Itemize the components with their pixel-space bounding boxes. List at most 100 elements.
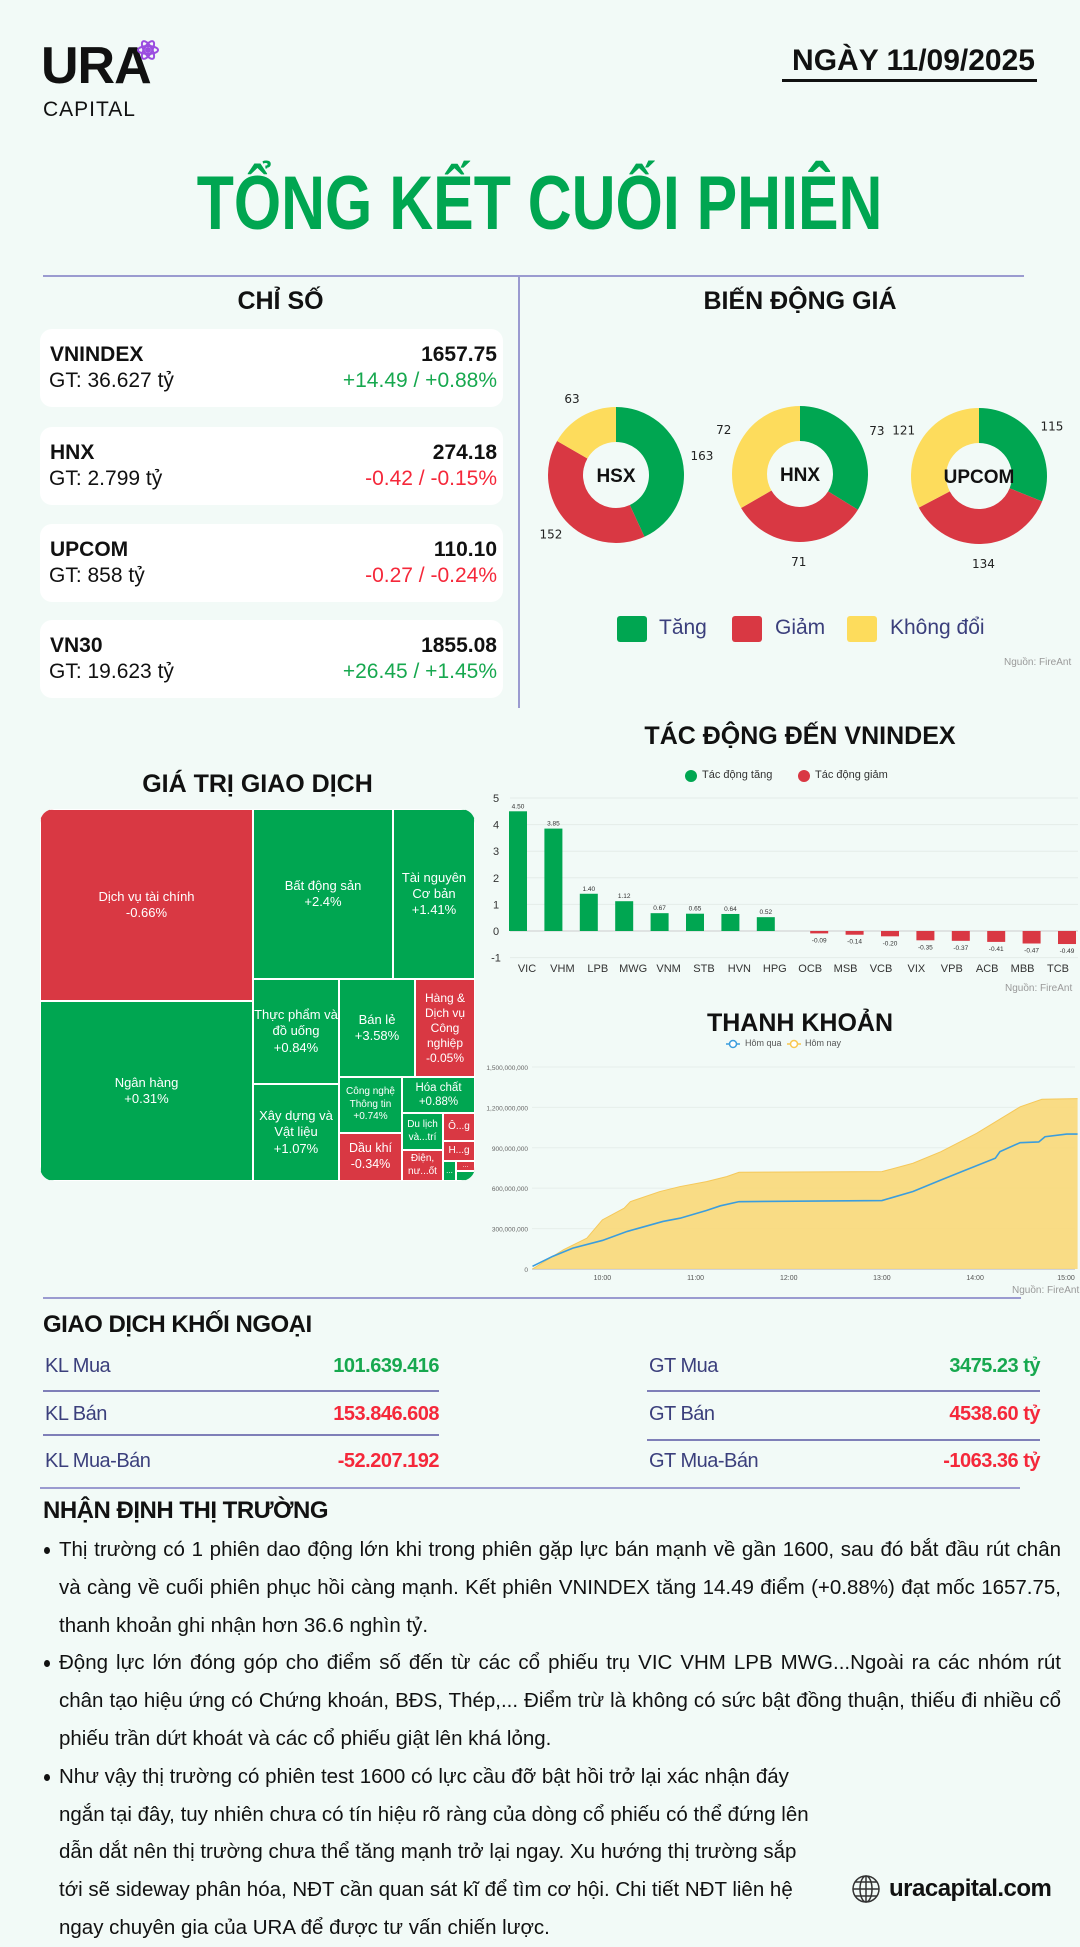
bar-value-label: 0.64 xyxy=(724,906,737,913)
legend-impact-down-label: Tác động giảm xyxy=(815,769,888,781)
bar-vic xyxy=(509,811,527,931)
liquidity-source: Nguồn: FireAnt xyxy=(1012,1285,1080,1296)
treemap-cell[interactable]: H...g xyxy=(443,1141,475,1161)
sector-change: +0.74% xyxy=(353,1111,388,1123)
x-tick-label: VHM xyxy=(550,963,574,975)
y-tick-label: -1 xyxy=(491,953,501,965)
bar-ocb xyxy=(810,931,829,934)
x-tick-label: 13:00 xyxy=(873,1275,891,1282)
bar-msb xyxy=(845,931,864,935)
bar-value-label: -0.41 xyxy=(989,946,1004,953)
treemap-cell[interactable]: Dịch vụ tài chính -0.66% xyxy=(40,809,253,1001)
donut-center-label: HSX xyxy=(596,466,635,487)
treemap-cell[interactable]: Thực phẩm và đồ uống +0.84% xyxy=(253,979,339,1084)
bar-tcb xyxy=(1058,931,1076,945)
breadth-donut-charts: 163 152 63 HSX 73 71 72 HNX 115 134 121 UPCOM xyxy=(540,392,1064,571)
legend-down-label: Giảm xyxy=(775,616,826,639)
divider xyxy=(40,1487,1020,1489)
treemap-cell[interactable] xyxy=(456,1171,475,1181)
treemap-cell[interactable]: Tài nguyên Cơ bản +1.41% xyxy=(393,809,475,979)
sector-name: Điện, nư...ốt xyxy=(408,1153,437,1177)
x-tick-label: HVN xyxy=(728,963,751,975)
treemap-cell[interactable]: Hàng & Dịch vụ Công nghiệp -0.05% xyxy=(415,979,475,1077)
index-close: 274.18 xyxy=(432,441,497,464)
y-tick-label: 900,000,000 xyxy=(492,1146,529,1153)
treemap-cell[interactable]: Dầu khí -0.34% xyxy=(339,1133,402,1181)
foreign-value: 153.846.608 xyxy=(333,1403,439,1425)
donut-slice-down xyxy=(548,441,645,543)
treemap-cell[interactable]: ... xyxy=(456,1161,475,1171)
donut-slice-flat xyxy=(911,408,979,508)
x-tick-label: ACB xyxy=(976,963,999,975)
sector-change: +1.41% xyxy=(411,902,457,918)
foreign-label: GT Bán xyxy=(649,1403,715,1425)
y-tick-label: 0 xyxy=(524,1267,528,1274)
foreign-label: GT Mua xyxy=(649,1355,718,1377)
sector-name: Dịch vụ tài chính xyxy=(98,888,195,904)
divider xyxy=(43,1297,1021,1299)
index-name: UPCOM xyxy=(50,538,129,561)
index-close: 1657.75 xyxy=(421,343,497,366)
bar-value-label: -0.35 xyxy=(918,944,933,951)
commentary-bullet: Như vậy thị trường có phiên test 1600 có… xyxy=(44,1758,1061,1947)
treemap-cell[interactable]: Du lịch và...trí xyxy=(402,1113,443,1150)
treemap-cell[interactable]: Điện, nư...ốt xyxy=(402,1150,443,1181)
index-value-traded: GT: 858 tỷ xyxy=(49,564,145,587)
donut-value-label: 115 xyxy=(1040,420,1063,434)
bar-value-label: -0.47 xyxy=(1024,948,1039,955)
treemap-cell[interactable]: ... xyxy=(443,1161,456,1181)
bar-vhm xyxy=(544,828,563,931)
legend-up-swatch xyxy=(617,616,647,642)
row-divider xyxy=(43,1434,439,1436)
sector-name: Tài nguyên Cơ bản xyxy=(401,869,467,901)
bar-value-label: 0.67 xyxy=(653,905,666,912)
bar-value-label: 3.85 xyxy=(547,821,560,828)
bar-mbb xyxy=(1022,931,1041,944)
y-tick-label: 2 xyxy=(493,873,499,885)
sector-change: +2.4% xyxy=(304,894,342,909)
logo-ura: URA xyxy=(41,37,152,95)
index-card-upcom: UPCOM GT: 858 tỷ 110.10 -0.27 / -0.24% xyxy=(40,524,503,602)
website-text: uracapital.com xyxy=(889,1875,1052,1902)
treemap-cell[interactable]: Công nghệ Thông tin +0.74% xyxy=(339,1077,402,1133)
sector-change: -0.66% xyxy=(125,905,168,920)
sector-name: ... xyxy=(462,1161,469,1169)
treemap-cell[interactable]: Ngân hàng +0.31% xyxy=(40,1001,253,1181)
bar-vnm xyxy=(650,913,669,931)
bar-value-label: -0.37 xyxy=(953,945,968,952)
x-tick-label: VNM xyxy=(656,963,680,975)
x-tick-label: VCB xyxy=(870,963,893,975)
bar-value-label: -0.14 xyxy=(847,939,862,946)
x-tick-label: VIX xyxy=(908,963,926,975)
bar-mwg xyxy=(615,901,634,931)
treemap-cell[interactable]: Bán lẻ +3.58% xyxy=(339,979,415,1077)
bar-vix xyxy=(916,931,935,941)
y-tick-label: 5 xyxy=(493,793,499,805)
index-close: 110.10 xyxy=(433,538,497,561)
sector-name: Ô...g xyxy=(448,1120,470,1132)
treemap-cell[interactable]: Hóa chất +0.88% xyxy=(402,1077,475,1113)
foreign-label: KL Bán xyxy=(45,1403,107,1425)
treemap-cell[interactable]: Bất động sản +2.4% xyxy=(253,809,393,979)
page-title-text: TỔNG KẾT CUỐI PHIÊN xyxy=(197,161,883,246)
yesterday-line xyxy=(532,1133,1078,1268)
index-name: VN30 xyxy=(50,634,103,657)
x-tick-label: 10:00 xyxy=(594,1275,612,1282)
page-title: TỔNG KẾT CUỐI PHIÊN xyxy=(0,160,1080,247)
index-value-traded: GT: 36.627 tỷ xyxy=(49,369,174,392)
x-tick-label: OCB xyxy=(798,963,822,975)
index-name: VNINDEX xyxy=(50,343,144,366)
bar-value-label: 1.40 xyxy=(582,886,595,893)
y-tick-label: 0 xyxy=(493,926,499,938)
commentary-list: Thị trường có 1 phiên dao động lớn khi t… xyxy=(44,1531,1061,1947)
index-name: HNX xyxy=(50,441,95,464)
sector-name: ... xyxy=(446,1166,453,1175)
treemap-cell[interactable]: Xây dựng và Vật liệu +1.07% xyxy=(253,1084,339,1181)
treemap-cell[interactable]: Ô...g xyxy=(443,1113,475,1141)
website-link[interactable]: uracapital.com xyxy=(851,1874,1052,1904)
impact-heading: TÁC ĐỘNG ĐẾN VNINDEX xyxy=(644,722,956,750)
legend-today-label: Hôm nay xyxy=(805,1038,842,1048)
x-tick-label: LPB xyxy=(587,963,608,975)
sector-change: +0.84% xyxy=(273,1039,319,1055)
sector-name: H...g xyxy=(448,1144,470,1156)
